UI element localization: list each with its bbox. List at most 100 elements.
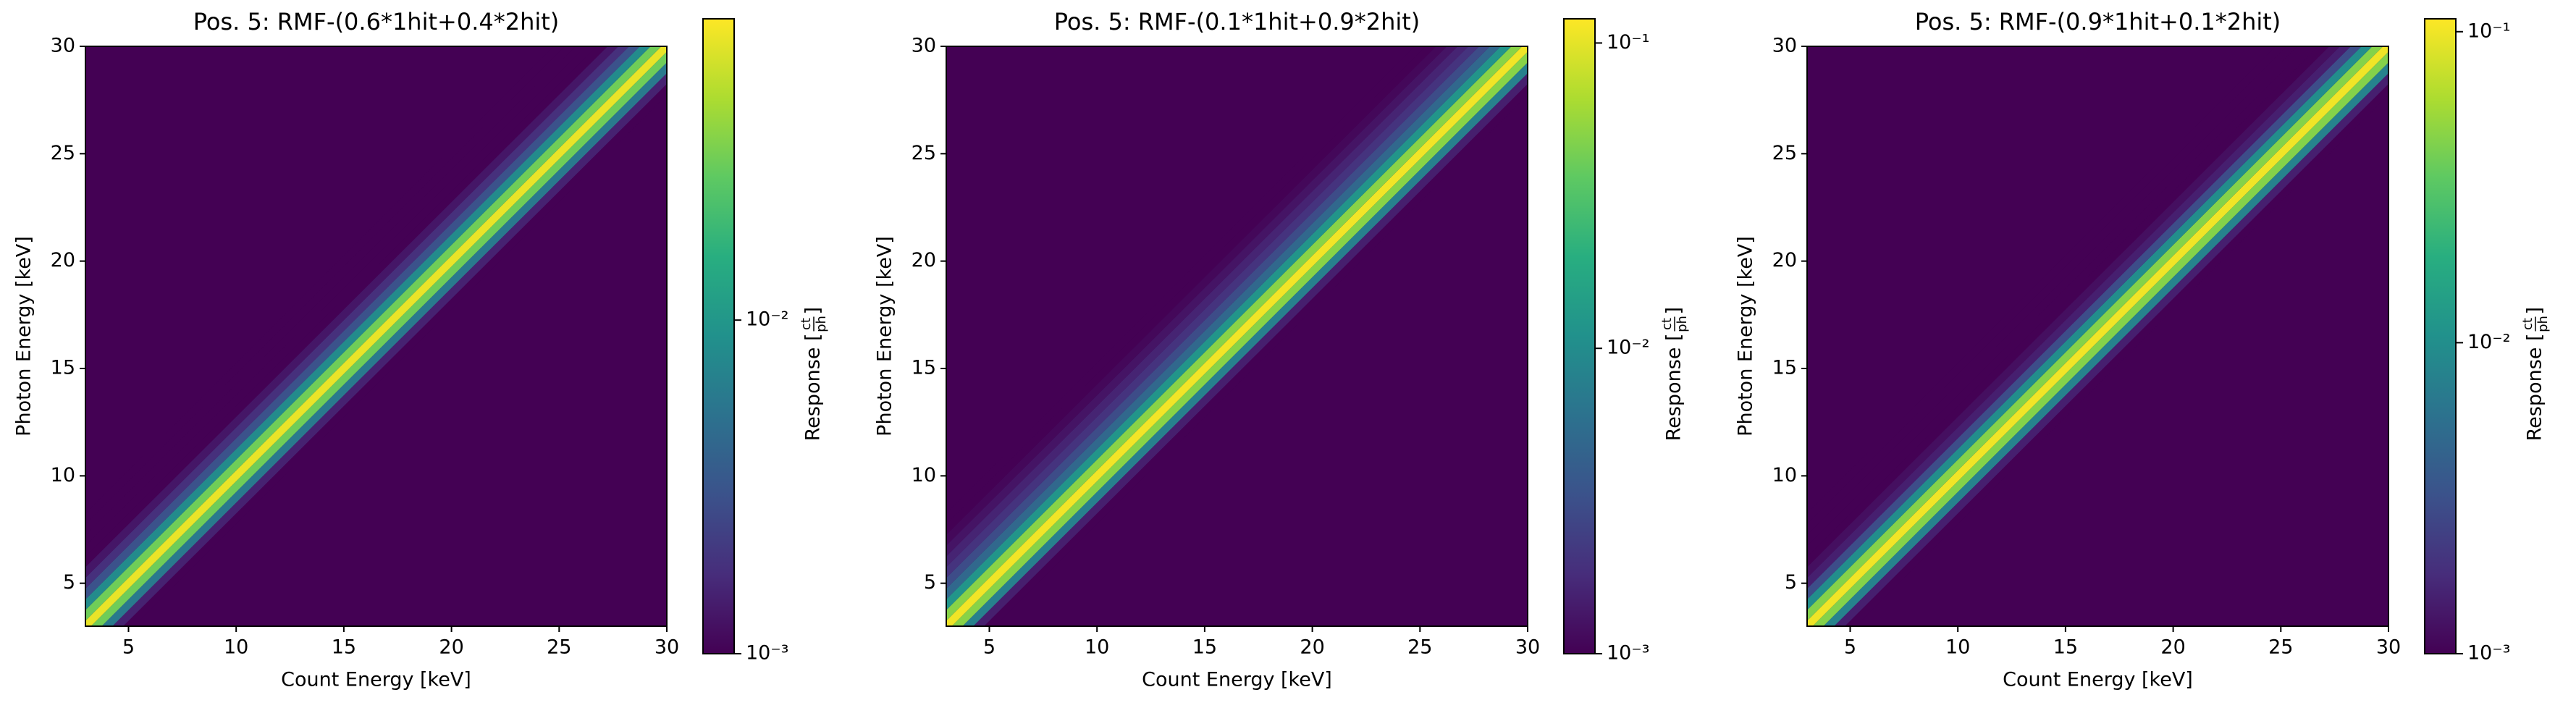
x-tick-label: 5 bbox=[1844, 636, 1856, 659]
y-axis-label: Photon Energy [keV] bbox=[1735, 236, 1757, 437]
heatmap-band bbox=[112, 73, 667, 626]
plot-frame bbox=[946, 46, 1528, 627]
heatmap-band bbox=[85, 46, 662, 621]
y-tick-label: 5 bbox=[924, 571, 936, 594]
y-tick-label: 20 bbox=[1772, 249, 1797, 271]
x-axis-label: Count Energy [keV] bbox=[2003, 669, 2193, 691]
heatmap-band bbox=[973, 73, 1528, 626]
heatmap-band bbox=[946, 46, 1490, 589]
colorbar bbox=[1563, 18, 1596, 654]
x-tick-label: 10 bbox=[1085, 636, 1109, 659]
y-tick-label: 15 bbox=[51, 357, 75, 379]
x-tick-label: 30 bbox=[654, 636, 679, 659]
colorbar-label-numerator: ct bbox=[799, 318, 814, 330]
heatmap-band bbox=[85, 46, 586, 546]
x-axis-label: Count Energy [keV] bbox=[1142, 669, 1332, 691]
colorbar-tick-label: 10⁻³ bbox=[2467, 642, 2510, 665]
heatmap-band bbox=[946, 46, 1501, 599]
heatmap-band bbox=[1807, 46, 2341, 578]
colorbar-tick-label: 10⁻¹ bbox=[2467, 20, 2510, 42]
heatmap-band bbox=[85, 46, 608, 568]
colorbar bbox=[702, 18, 735, 654]
plot-frame bbox=[1806, 46, 2389, 627]
colorbar-label-numerator: ct bbox=[2520, 318, 2535, 330]
colorbar-tick-label: 10⁻¹ bbox=[1607, 31, 1649, 54]
colorbar-tick-label: 10⁻³ bbox=[746, 642, 788, 665]
heatmap-band bbox=[946, 46, 1436, 535]
heatmap-band bbox=[85, 46, 651, 610]
x-tick-label: 5 bbox=[983, 636, 996, 659]
y-axis-label: Photon Energy [keV] bbox=[874, 236, 896, 437]
heatmap-band bbox=[946, 46, 1480, 578]
x-tick-label: 25 bbox=[547, 636, 571, 659]
heatmap-band bbox=[946, 46, 1447, 546]
colorbar-label-denominator: ph bbox=[2535, 316, 2551, 332]
colorbar-label-numerator: ct bbox=[1659, 318, 1675, 330]
y-tick-label: 30 bbox=[1772, 35, 1797, 57]
heatmap-band bbox=[85, 46, 667, 626]
colorbar-label-denominator: ph bbox=[1675, 316, 1690, 332]
heatmap-band bbox=[946, 46, 1469, 568]
heatmap-band bbox=[1845, 83, 2388, 626]
heatmap-band bbox=[946, 46, 1528, 626]
x-tick-label: 15 bbox=[1192, 636, 1217, 659]
x-tick-label: 10 bbox=[224, 636, 248, 659]
heatmap-band bbox=[1807, 46, 2330, 568]
heatmap-band bbox=[1807, 46, 2286, 525]
heatmap-band bbox=[85, 46, 629, 589]
y-tick-label: 15 bbox=[912, 357, 936, 379]
colorbar-tick-label: 10⁻³ bbox=[1607, 642, 1649, 665]
heatmap-band bbox=[1807, 46, 2308, 546]
colorbar-label: Response [ct ph] bbox=[799, 307, 829, 441]
y-tick-label: 30 bbox=[51, 35, 75, 57]
y-tick-label: 10 bbox=[51, 464, 75, 486]
heatmap-band bbox=[1807, 46, 2383, 621]
x-tick-label: 20 bbox=[1300, 636, 1324, 659]
y-tick-label: 10 bbox=[1772, 464, 1797, 486]
colorbar-tick-label: 10⁻² bbox=[746, 308, 788, 331]
colorbar-tick-label: 10⁻² bbox=[1607, 337, 1649, 359]
colorbar-label-prefix: Response [ bbox=[2524, 334, 2546, 442]
heatmap-band bbox=[85, 46, 597, 557]
plot-area bbox=[85, 46, 667, 626]
x-tick-label: 20 bbox=[439, 636, 463, 659]
chart-title: Pos. 5: RMF-(0.6*1hit+0.4*2hit) bbox=[193, 8, 560, 35]
y-axis-label: Photon Energy [keV] bbox=[13, 236, 35, 437]
heatmap-band bbox=[101, 62, 667, 626]
chart-title: Pos. 5: RMF-(0.1*1hit+0.9*2hit) bbox=[1054, 8, 1420, 35]
colorbar-label: Response [ct ph] bbox=[1659, 307, 1690, 441]
heatmap-band bbox=[946, 46, 1458, 557]
heatmap-band bbox=[1807, 46, 2362, 599]
x-tick-label: 15 bbox=[332, 636, 356, 659]
colorbar-label-prefix: Response [ bbox=[802, 334, 825, 442]
x-tick-label: 30 bbox=[1515, 636, 1540, 659]
y-tick-label: 30 bbox=[912, 35, 936, 57]
heatmap-band bbox=[1807, 46, 2297, 535]
y-tick-label: 20 bbox=[912, 249, 936, 271]
heatmap-band bbox=[85, 46, 576, 535]
y-tick-label: 20 bbox=[51, 249, 75, 271]
y-tick-label: 25 bbox=[1772, 142, 1797, 164]
x-tick-label: 10 bbox=[1945, 636, 1970, 659]
heatmap-band bbox=[1807, 46, 2319, 557]
colorbar bbox=[2424, 18, 2457, 654]
y-tick-label: 5 bbox=[1785, 571, 1797, 594]
heatmap-band bbox=[85, 46, 619, 578]
heatmap-band bbox=[1807, 46, 2373, 610]
heatmap-band bbox=[85, 46, 565, 525]
y-tick-label: 25 bbox=[912, 142, 936, 164]
heatmap-band bbox=[946, 46, 1523, 621]
plot-frame bbox=[85, 46, 668, 627]
plot-area bbox=[946, 46, 1528, 626]
heatmap-band bbox=[91, 51, 667, 626]
colorbar-tick-label: 10⁻² bbox=[2467, 331, 2510, 353]
heatmap-band bbox=[1807, 46, 2388, 626]
colorbar-label-suffix: ] bbox=[2524, 307, 2546, 315]
y-tick-label: 25 bbox=[51, 142, 75, 164]
heatmap-band bbox=[946, 46, 1512, 610]
x-tick-label: 20 bbox=[2160, 636, 2185, 659]
y-tick-label: 10 bbox=[912, 464, 936, 486]
heatmap-band bbox=[1812, 51, 2388, 626]
